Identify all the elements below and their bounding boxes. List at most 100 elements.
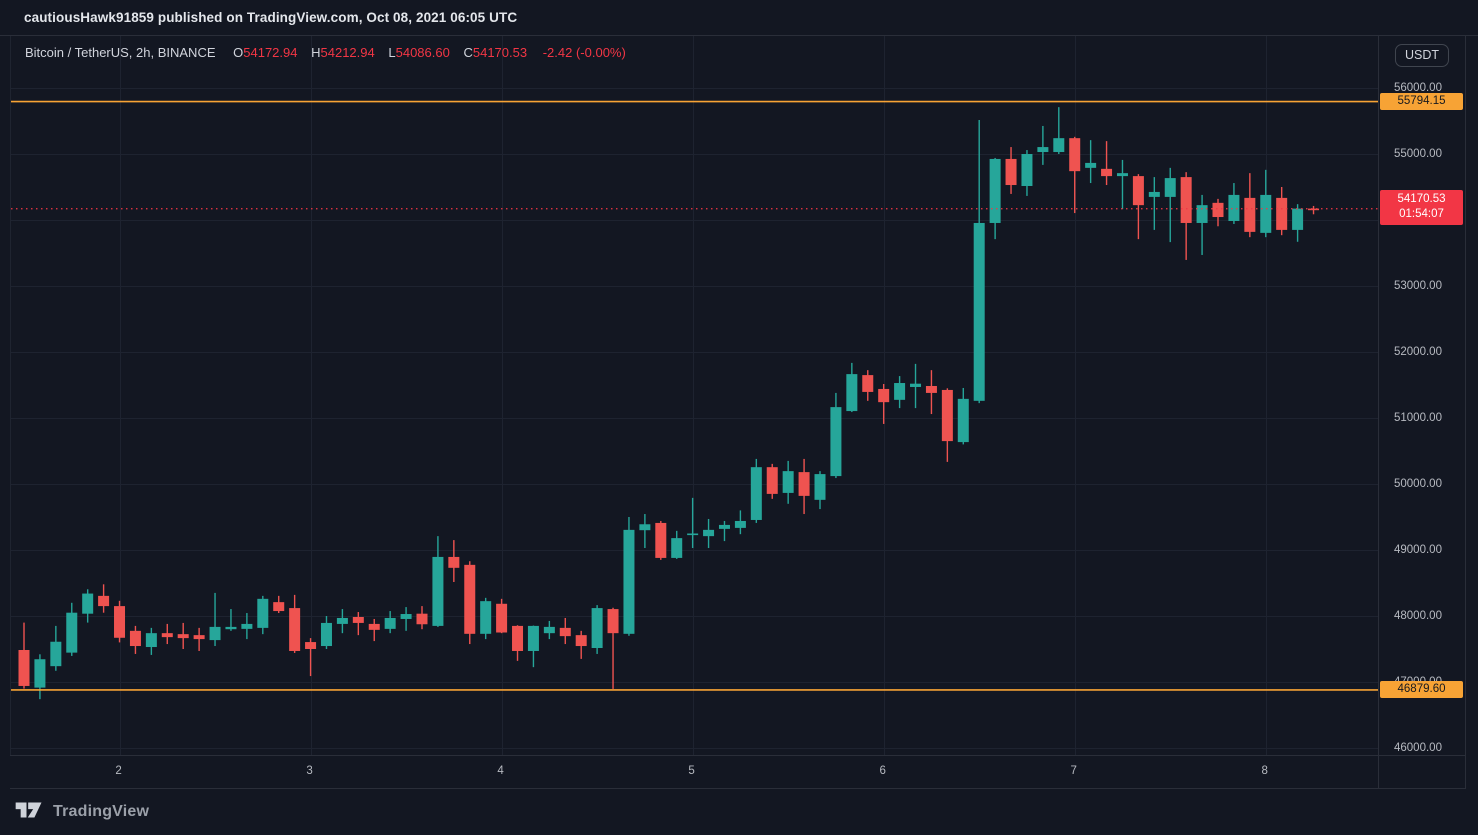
candle-body [814, 474, 826, 500]
candle-body [368, 623, 380, 630]
candle-body [1228, 194, 1240, 221]
open-label: O [233, 45, 244, 60]
time-tick-label: 6 [879, 765, 886, 777]
price-tick-label: 49000.00 [1394, 544, 1442, 556]
candle-body [957, 398, 969, 443]
candle-body [193, 635, 205, 640]
candle-body [1244, 197, 1256, 232]
candle-body [464, 564, 476, 634]
candle-body [973, 222, 985, 401]
candle-body [66, 612, 78, 653]
high-line-price-badge: 55794.15 [1380, 92, 1463, 110]
price-tick-label: 53000.00 [1394, 280, 1442, 292]
price-tick-label: 55000.00 [1394, 148, 1442, 160]
candle-body [1260, 194, 1272, 233]
candle-body [1180, 177, 1192, 223]
candle-body [34, 659, 46, 688]
time-tick-label: 8 [1261, 765, 1268, 777]
time-tick-label: 5 [688, 765, 695, 777]
close-value: 54170.53 [472, 45, 528, 60]
candle-body [241, 623, 253, 629]
change-value: -2.42 (-0.00%) [542, 45, 626, 60]
candle-body [1101, 168, 1113, 177]
candle-body [527, 625, 539, 651]
candle-body [18, 649, 30, 686]
high-label: H [311, 45, 321, 60]
candle-body [384, 617, 396, 629]
footer-bar: TradingView [0, 789, 1478, 835]
candle-body [1085, 162, 1097, 168]
candle-body [82, 593, 94, 614]
candle-body [655, 522, 667, 558]
axis-corner [1378, 755, 1466, 789]
candle-body [1148, 191, 1160, 197]
price-tick-label: 46000.00 [1394, 742, 1442, 754]
candle-body [448, 556, 460, 568]
price-tick-label: 52000.00 [1394, 346, 1442, 358]
time-axis[interactable]: 2 3 4 5 6 7 8 [10, 755, 1378, 789]
candle-body [257, 598, 269, 628]
tradingview-logo-icon[interactable] [14, 798, 44, 827]
candle-body [830, 407, 842, 477]
last-price-value: 54170.53 [1397, 192, 1446, 205]
candle-body [862, 375, 874, 392]
publish-info: cautiousHawk91859 published on TradingVi… [24, 10, 518, 25]
candle-body [416, 613, 428, 625]
currency-toggle-button[interactable]: USDT [1394, 44, 1450, 67]
chart-legend: Bitcoin / TetherUS, 2h, BINANCE O54172.9… [25, 45, 626, 60]
candle-body [1069, 138, 1081, 172]
candle-body [305, 642, 317, 649]
candle-body [1212, 202, 1224, 218]
candle-body [703, 529, 715, 537]
candle-body [1021, 154, 1033, 187]
candle-body [98, 595, 110, 607]
time-tick-label: 3 [306, 765, 313, 777]
chart-pane[interactable]: Bitcoin / TetherUS, 2h, BINANCE O54172.9… [10, 36, 1379, 755]
candle-body [145, 633, 157, 648]
candle-body [766, 467, 778, 494]
candle-body [559, 627, 571, 637]
candle-body [400, 614, 412, 619]
candle-body [512, 625, 524, 651]
price-tick-label: 48000.00 [1394, 610, 1442, 622]
tradingview-brand-text[interactable]: TradingView [53, 803, 150, 820]
price-axis[interactable]: USDT 55794.15 54170.53 01:54:07 46879.60… [1378, 36, 1466, 755]
price-tick-label: 56000.00 [1394, 82, 1442, 94]
candle-body [1037, 147, 1049, 153]
candle-body [623, 529, 635, 634]
price-tick-label: 50000.00 [1394, 478, 1442, 490]
candle-body [925, 385, 937, 393]
symbol-title: Bitcoin / TetherUS, 2h, BINANCE [25, 45, 216, 60]
candle-body [543, 626, 555, 634]
candle-body [718, 524, 730, 529]
candle-body [1276, 197, 1288, 230]
candle-body [1132, 176, 1144, 206]
candle-body [910, 383, 922, 387]
candle-body [782, 471, 794, 493]
candle-body [894, 383, 906, 400]
candle-body [114, 606, 126, 638]
candle-body [496, 603, 508, 633]
candle-body [225, 626, 237, 630]
candle-body [1053, 138, 1065, 153]
candle-body [161, 633, 173, 638]
low-value: 54086.60 [395, 45, 450, 60]
candle-body [129, 630, 141, 647]
time-tick-label: 2 [115, 765, 122, 777]
candle-body [878, 388, 890, 403]
candle-body [352, 616, 364, 623]
candle-body [989, 158, 1001, 223]
low-line-price-badge: 46879.60 [1380, 680, 1463, 698]
time-tick-label: 4 [497, 765, 504, 777]
candle-body [50, 641, 62, 667]
candle-body [273, 602, 285, 612]
high-value: 54212.94 [320, 45, 375, 60]
candle-body [289, 608, 301, 651]
candle-body [177, 634, 189, 639]
time-tick-label: 7 [1070, 765, 1077, 777]
candlestick-chart[interactable] [11, 36, 1379, 755]
candle-body [750, 467, 762, 520]
candle-body [1308, 208, 1320, 211]
low-label: L [388, 45, 396, 60]
candle-body [941, 389, 953, 442]
